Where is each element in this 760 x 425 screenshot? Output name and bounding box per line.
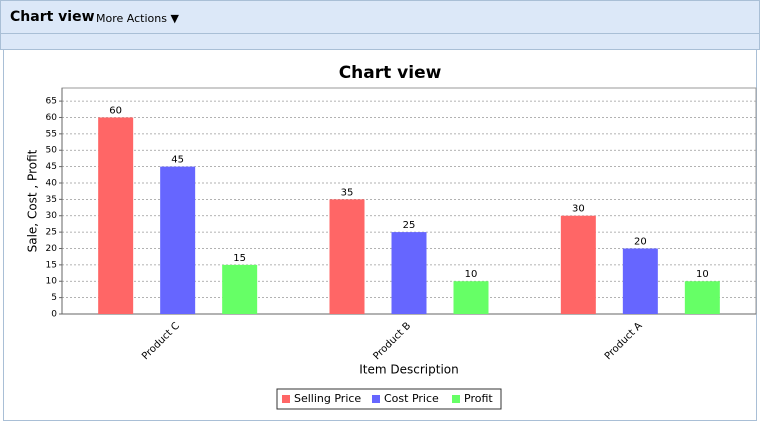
toolbar: Chart view More Actions ▼ — [0, 0, 760, 34]
y-tick-label: 5 — [51, 293, 57, 303]
toolbar-title: Chart view — [10, 9, 95, 25]
y-tick-label: 65 — [46, 97, 57, 107]
bar — [560, 215, 596, 314]
bar — [160, 166, 196, 314]
value-label: 60 — [109, 105, 122, 116]
y-tick-label: 15 — [46, 260, 57, 270]
value-label: 30 — [572, 204, 585, 215]
bar — [329, 199, 365, 314]
y-tick-label: 55 — [46, 129, 57, 139]
value-label: 10 — [465, 269, 478, 280]
menu-button[interactable]: More Actions ▼ — [96, 12, 179, 25]
y-axis-label: Sale, Cost , Profit — [26, 149, 40, 252]
x-tick-label: Product C — [140, 320, 182, 362]
legend-swatch — [282, 395, 290, 403]
y-tick-label: 0 — [51, 310, 57, 320]
value-label: 20 — [634, 236, 647, 247]
y-tick-label: 50 — [46, 146, 58, 156]
x-tick-label: Product A — [603, 320, 645, 362]
bar — [222, 264, 258, 314]
y-tick-label: 10 — [46, 277, 58, 287]
bar — [453, 281, 489, 314]
y-tick-label: 35 — [46, 195, 57, 205]
y-tick-label: 40 — [46, 178, 58, 188]
value-label: 10 — [696, 269, 709, 280]
value-label: 15 — [233, 253, 246, 264]
y-tick-label: 60 — [46, 113, 58, 123]
y-tick-label: 25 — [46, 228, 57, 238]
legend-label: Cost Price — [384, 392, 439, 405]
bar — [684, 281, 720, 314]
legend-box — [276, 388, 502, 410]
y-tick-label: 20 — [46, 244, 58, 254]
value-label: 25 — [403, 220, 416, 231]
y-tick-label: 45 — [46, 162, 57, 172]
chart-title: Chart view — [339, 63, 442, 83]
legend-swatch — [452, 395, 460, 403]
y-tick-label: 30 — [46, 211, 58, 221]
legend-swatch — [372, 395, 380, 403]
bar — [622, 248, 658, 314]
legend-label: Profit — [464, 392, 493, 405]
value-label: 35 — [341, 187, 354, 198]
value-label: 45 — [171, 155, 184, 166]
legend-label: Selling Price — [294, 392, 361, 405]
x-tick-label: Product B — [372, 320, 414, 362]
x-axis-label: Item Description — [359, 363, 458, 377]
bar — [391, 232, 427, 314]
bar — [98, 117, 134, 314]
